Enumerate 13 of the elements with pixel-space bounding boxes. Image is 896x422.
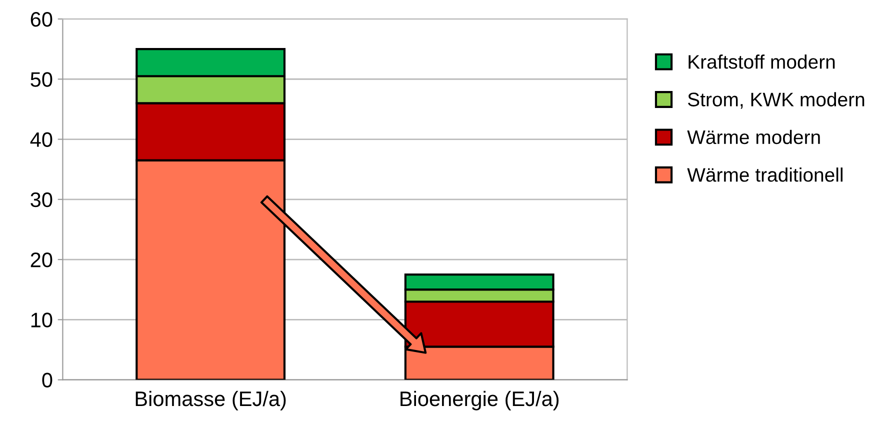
legend-label: Wärme modern (687, 130, 820, 144)
legend-label: Wärme traditionell (687, 168, 842, 182)
y-tick-label: 40 (30, 132, 52, 148)
y-tick-label: 30 (30, 192, 52, 208)
legend-label: Strom, KWK modern (688, 92, 864, 109)
legend-label: Kraftstoff modern (688, 54, 835, 69)
y-tick-label: 50 (30, 72, 52, 87)
y-tick-label: 60 (30, 12, 52, 27)
x-tick-label: Bioenergie (EJ/a) (400, 390, 559, 410)
y-tick-label: 20 (30, 252, 52, 268)
x-tick-label: Biomasse (EJ/a) (136, 390, 286, 410)
y-tick-label: 10 (31, 312, 52, 328)
y-tick-label: 0 (42, 372, 52, 388)
